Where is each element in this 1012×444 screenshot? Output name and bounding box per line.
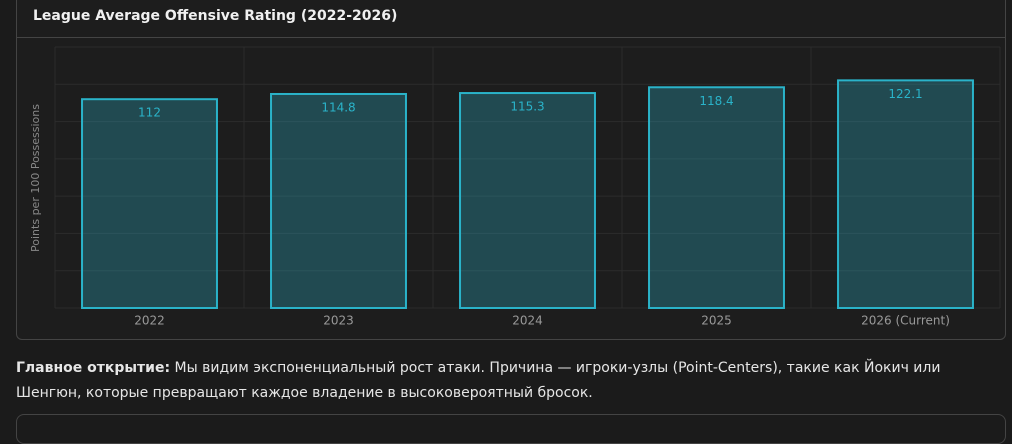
insight-text: Мы видим экспоненциальный рост атаки. Пр…	[16, 360, 941, 401]
insight: Главное открытие: Мы видим экспоненциаль…	[16, 356, 996, 406]
chart: League Average Offensive Rating (2022-20…	[17, 8, 1005, 328]
chart-card	[16, 0, 1006, 340]
x-tick-label: 2024	[512, 314, 543, 328]
page: League Average Offensive Rating (2022-20…	[16, 0, 1006, 444]
bar	[648, 86, 785, 309]
value-label: 115.3	[510, 100, 544, 114]
next-card	[16, 414, 1006, 444]
value-label: 114.8	[321, 100, 355, 114]
chart-title: League Average Offensive Rating (2022-20…	[33, 8, 397, 24]
y-axis-label: Points per 100 Possessions	[29, 104, 42, 252]
x-tick-label: 2022	[134, 314, 165, 328]
x-tick-label: 2025	[701, 314, 732, 328]
bar	[837, 79, 974, 309]
x-tick-label: 2026 (Current)	[861, 314, 950, 328]
value-label: 112	[138, 106, 161, 120]
bar	[270, 92, 407, 310]
insight-label: Главное открытие:	[16, 360, 171, 376]
value-label: 118.4	[699, 94, 733, 108]
x-tick-label: 2023	[323, 314, 354, 328]
bar	[459, 92, 596, 310]
bar	[81, 98, 218, 309]
value-label: 122.1	[888, 87, 922, 101]
